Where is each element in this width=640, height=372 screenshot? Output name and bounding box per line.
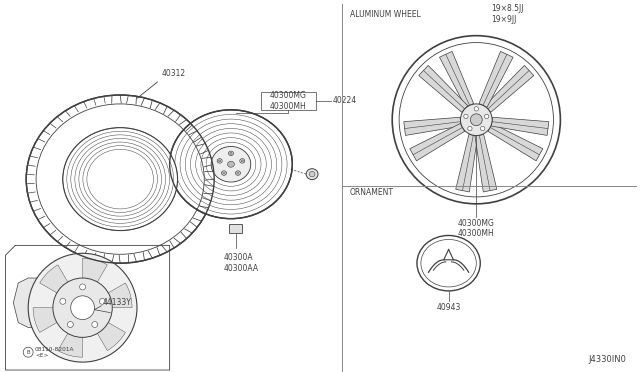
Circle shape	[70, 296, 95, 320]
Circle shape	[79, 284, 86, 290]
Ellipse shape	[240, 159, 244, 163]
Text: ORNAMENT: ORNAMENT	[349, 188, 394, 197]
Wedge shape	[58, 308, 83, 357]
Ellipse shape	[230, 152, 232, 154]
Ellipse shape	[237, 172, 239, 174]
Ellipse shape	[170, 110, 292, 219]
Polygon shape	[475, 134, 497, 192]
Circle shape	[484, 114, 489, 119]
Circle shape	[481, 126, 485, 131]
Polygon shape	[404, 117, 461, 135]
Ellipse shape	[227, 161, 234, 167]
Circle shape	[53, 278, 112, 337]
Ellipse shape	[306, 169, 318, 180]
Ellipse shape	[211, 147, 251, 182]
Ellipse shape	[223, 172, 225, 174]
Circle shape	[92, 321, 98, 327]
Circle shape	[470, 114, 482, 126]
Text: 40300MG
40300MH: 40300MG 40300MH	[458, 219, 495, 238]
Text: 40300A
40300AA: 40300A 40300AA	[224, 253, 259, 273]
Polygon shape	[410, 124, 465, 161]
Circle shape	[99, 298, 106, 304]
Circle shape	[468, 126, 472, 131]
Circle shape	[67, 321, 74, 327]
Wedge shape	[40, 265, 83, 308]
Ellipse shape	[218, 160, 221, 162]
FancyBboxPatch shape	[230, 224, 243, 233]
Text: 40312: 40312	[162, 69, 186, 78]
Wedge shape	[83, 308, 125, 350]
Text: 19×8.5JJ
19×9JJ: 19×8.5JJ 19×9JJ	[491, 4, 524, 24]
Polygon shape	[488, 124, 543, 161]
Polygon shape	[440, 51, 474, 107]
Text: 44133Y: 44133Y	[102, 298, 131, 307]
Circle shape	[464, 114, 468, 119]
Text: ALUMINUM WHEEL: ALUMINUM WHEEL	[349, 10, 420, 19]
Text: 40943: 40943	[436, 303, 461, 312]
Polygon shape	[492, 117, 549, 135]
Polygon shape	[13, 278, 53, 327]
Polygon shape	[479, 51, 513, 107]
Ellipse shape	[417, 235, 480, 291]
Polygon shape	[419, 65, 468, 112]
Text: 40224: 40224	[333, 96, 357, 105]
Polygon shape	[485, 65, 534, 112]
Text: 40300MG
40300MH: 40300MG 40300MH	[270, 91, 307, 110]
Ellipse shape	[217, 159, 222, 163]
Ellipse shape	[241, 160, 243, 162]
Circle shape	[474, 107, 479, 111]
Circle shape	[28, 253, 137, 362]
Circle shape	[460, 104, 492, 135]
Polygon shape	[456, 134, 477, 192]
Wedge shape	[33, 308, 83, 333]
Text: B: B	[26, 350, 30, 355]
Ellipse shape	[63, 128, 177, 231]
Ellipse shape	[228, 151, 234, 155]
Bar	[260, 92, 316, 110]
Circle shape	[399, 42, 554, 197]
Ellipse shape	[309, 171, 315, 177]
Wedge shape	[83, 283, 132, 308]
Ellipse shape	[26, 95, 214, 263]
Wedge shape	[83, 258, 108, 308]
Text: J4330IN0: J4330IN0	[589, 355, 627, 364]
Circle shape	[60, 298, 66, 304]
Circle shape	[392, 36, 561, 204]
Ellipse shape	[221, 171, 227, 175]
Text: 08110-8201A
<E>: 08110-8201A <E>	[35, 347, 75, 357]
Ellipse shape	[236, 171, 241, 175]
